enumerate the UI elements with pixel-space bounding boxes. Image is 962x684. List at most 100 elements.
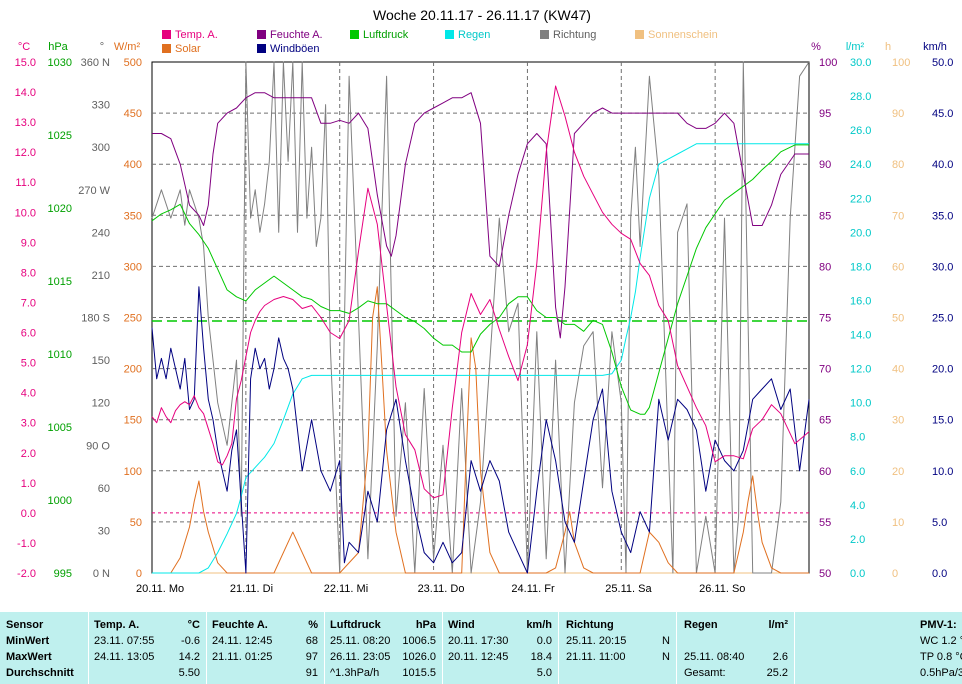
axis-tick-label: 180 S xyxy=(81,313,110,325)
axis-tick-label: 200 xyxy=(124,364,142,376)
legend-swatch-temp-a xyxy=(162,30,171,39)
axis-tick-label: 1010 xyxy=(48,349,72,361)
luftdruck-max-time: 26.11. 23:05 xyxy=(330,651,391,663)
axis-tick-label: 300 xyxy=(124,261,142,273)
axis-tick-label: 18.0 xyxy=(850,261,871,273)
axis-tick-label: 360 N xyxy=(81,57,110,69)
richtung-max-value: N xyxy=(662,651,670,663)
axis-tick-label: 80 xyxy=(892,159,904,171)
temp-min-value: -0.6 xyxy=(181,635,200,647)
statistics-table: Sensor MinWert MaxWert Durchschnitt Temp… xyxy=(0,612,962,684)
axis-tick-label: 40.0 xyxy=(932,159,953,171)
x-tick-label: 21.11. Di xyxy=(230,583,273,595)
axis-tick-label: 22.0 xyxy=(850,193,871,205)
richtung-max-time: 21.11. 11:00 xyxy=(566,651,626,663)
temp-header: Temp. A. xyxy=(94,619,140,631)
temp-max-value: 14.2 xyxy=(178,651,200,663)
axis-unit-label: % xyxy=(811,41,821,53)
feuchte-max-time: 21.11. 01:25 xyxy=(212,651,273,663)
axis-tick-label: 240 xyxy=(92,227,110,239)
axis-tick-label: 60 xyxy=(892,261,904,273)
axis-tick-label: 60 xyxy=(98,483,110,495)
regen-header: Regen xyxy=(684,619,718,631)
x-tick-label: 20.11. Mo xyxy=(136,583,184,595)
series-line-temp-a xyxy=(151,85,810,499)
axis-tick-label: 50.0 xyxy=(932,57,953,69)
axis-tick-label: 40 xyxy=(892,364,904,376)
legend-swatch-sonnenschein xyxy=(635,30,644,39)
feuchte-min-value: 68 xyxy=(305,635,318,647)
axis-tick-label: 75 xyxy=(819,313,831,325)
axis-tick-label: 35.0 xyxy=(932,210,953,222)
axis-unit-label: km/h xyxy=(923,41,947,53)
col-temp: Temp. A. °C 23.11. 07:55 -0.6 24.11. 13:… xyxy=(90,612,206,684)
sensor-max-label: MaxWert xyxy=(6,651,52,663)
legend-swatch-regen xyxy=(445,30,454,39)
temp-max-time: 24.11. 13:05 xyxy=(94,651,155,663)
wind-min-value: 0.0 xyxy=(536,635,552,647)
axis-tick-label: 28.0 xyxy=(850,91,871,103)
legend-label-sonnenschein: Sonnenschein xyxy=(648,29,718,41)
axis-tick-label: 1000 xyxy=(48,495,72,507)
wind-avg-value: 5.0 xyxy=(536,667,552,679)
series-line-solar xyxy=(152,286,809,574)
col-luftdruck: Luftdruck hPa 25.11. 08:20 1006.5 26.11.… xyxy=(326,612,442,684)
col-regen: Regen l/m² 25.11. 08:40 2.6 Gesamt: 25.2 xyxy=(678,612,794,684)
axis-tick-label: 1025 xyxy=(48,130,72,142)
legend-label-solar: Solar xyxy=(175,43,201,55)
chart-legend: Temp. A. Solar Feuchte A. Windböen Luftdruck… xyxy=(162,29,718,55)
axis-unit-label: l/m² xyxy=(846,41,865,53)
col-wind: Wind km/h 20.11. 17:30 0.0 20.11. 12:45 … xyxy=(444,612,558,684)
axis-tick-label: 50 xyxy=(819,568,831,580)
axis-tick-label: 30 xyxy=(98,525,110,537)
richtung-header: Richtung xyxy=(566,619,614,631)
axis-tick-label: 12.0 xyxy=(15,147,36,159)
axis-tick-label: 1020 xyxy=(48,203,72,215)
axis-tick-label: 0.0 xyxy=(21,508,36,520)
axis-tick-label: 15.0 xyxy=(932,415,953,427)
axis-tick-label: 20.0 xyxy=(932,364,953,376)
series-layer xyxy=(151,61,810,574)
axis-tick-label: 14.0 xyxy=(15,87,36,99)
axis-tick-label: 70 xyxy=(892,210,904,222)
sensor-avg-label: Durchschnitt xyxy=(6,667,74,679)
feuchte-unit: % xyxy=(308,619,318,631)
axis-tick-label: 30 xyxy=(892,415,904,427)
richtung-min-value: N xyxy=(662,635,670,647)
wind-unit: km/h xyxy=(526,619,552,631)
legend-label-windb-en: Windböen xyxy=(270,43,320,55)
axis-tick-label: 1030 xyxy=(48,57,72,69)
axis-tick-label: 8.0 xyxy=(850,432,865,444)
axis-tick-label: 4.0 xyxy=(21,388,36,400)
axis-tick-label: 90 xyxy=(819,159,831,171)
axis-tick-label: 13.0 xyxy=(15,117,36,129)
axis-tick-label: 270 W xyxy=(78,185,110,197)
axis-tick-label: 0.0 xyxy=(932,568,947,580)
axis-tick-label: 6.0 xyxy=(850,466,865,478)
chart-title: Woche 20.11.17 - 26.11.17 (KW47) xyxy=(373,7,591,23)
axis-tick-label: 24.0 xyxy=(850,159,871,171)
axis-tick-label: 10.0 xyxy=(850,398,871,410)
series-line-windb-en xyxy=(151,286,810,574)
series-line-luftdruck xyxy=(151,144,809,415)
axis-tick-label: 45.0 xyxy=(932,108,953,120)
x-tick-label: 25.11. Sa xyxy=(605,583,652,595)
temp-min-time: 23.11. 07:55 xyxy=(94,635,155,647)
temp-unit: °C xyxy=(187,619,200,631)
axis-tick-label: 20.0 xyxy=(850,227,871,239)
series-line-regen xyxy=(152,143,809,574)
legend-swatch-richtung xyxy=(540,30,549,39)
axis-tick-label: 55 xyxy=(819,517,831,529)
axis-tick-label: 6.0 xyxy=(21,328,36,340)
pmv-header: PMV-1: xyxy=(920,619,957,631)
col-feuchte: Feuchte A. % 24.11. 12:45 68 21.11. 01:2… xyxy=(208,612,324,684)
regen-total-label: Gesamt: xyxy=(684,667,726,679)
axis-tick-label: 210 xyxy=(92,270,110,282)
axis-tick-label: 30.0 xyxy=(850,57,871,69)
axis-tick-label: 95 xyxy=(819,108,831,120)
x-tick-label: 22.11. Mi xyxy=(324,583,368,595)
axis-tick-label: 70 xyxy=(819,364,831,376)
wind-min-time: 20.11. 17:30 xyxy=(448,635,509,647)
axis-unit-label: ° xyxy=(100,41,104,53)
feuchte-max-value: 97 xyxy=(305,651,318,663)
